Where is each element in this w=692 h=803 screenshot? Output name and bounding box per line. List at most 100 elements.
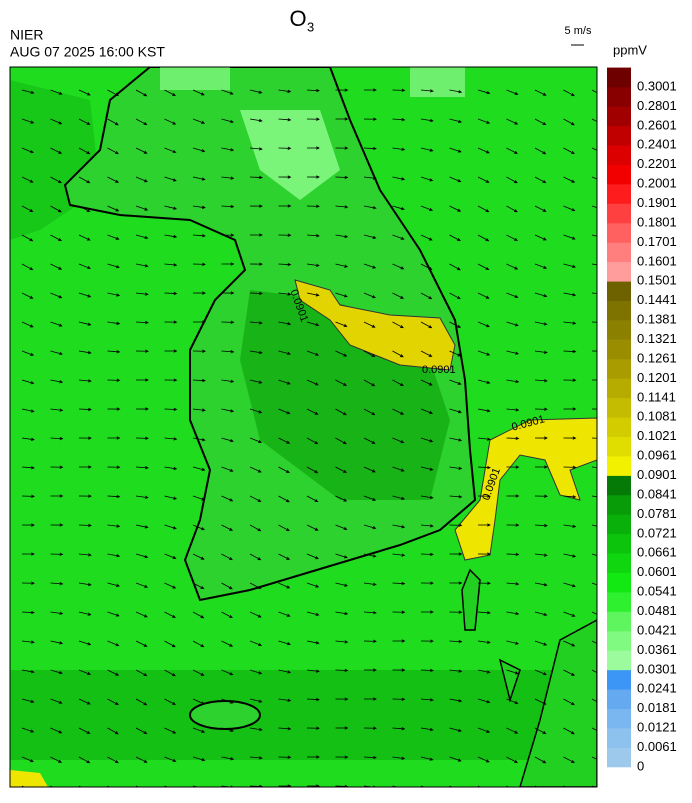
wind-arrow — [221, 408, 235, 413]
wind-arrow — [563, 176, 576, 183]
wind-arrow — [21, 292, 34, 299]
legend-label: 0.0481 — [637, 603, 677, 618]
wind-arrow — [420, 292, 433, 300]
legend-swatch — [607, 495, 631, 515]
legend-label: 0.1261 — [637, 350, 677, 365]
wind-arrow — [534, 669, 547, 676]
wind-arrow — [335, 117, 349, 121]
wind-arrow — [335, 755, 349, 759]
legend-label: 0.0781 — [637, 506, 677, 521]
wind-arrow — [164, 263, 178, 267]
wind-arrow — [363, 176, 377, 180]
legend-swatch — [607, 708, 631, 729]
wind-arrow — [506, 582, 520, 586]
wind-arrow — [278, 175, 292, 179]
wind-arrow — [306, 726, 320, 730]
wind-arrow — [449, 292, 461, 300]
legend-swatch — [607, 339, 631, 360]
wind-arrow — [335, 553, 348, 559]
wind-arrow — [135, 436, 149, 440]
wind-arrow — [506, 147, 519, 154]
wind-arrow — [392, 727, 406, 731]
wind-arrow — [21, 610, 35, 615]
wind-arrow — [78, 205, 91, 212]
wind-arrow — [78, 640, 92, 646]
wind-arrow — [50, 727, 63, 734]
wind-arrow — [506, 176, 518, 184]
wind-arrow — [363, 350, 376, 358]
wind-arrow — [306, 175, 320, 179]
wind-arrow — [164, 291, 178, 296]
wind-arrow — [420, 205, 434, 211]
wind-arrow — [78, 321, 92, 326]
legend-swatch — [607, 184, 631, 204]
wind-arrow — [21, 552, 35, 556]
wind-arrow — [278, 524, 290, 532]
wind-arrow — [449, 495, 463, 499]
wind-arrow — [563, 205, 576, 212]
wind-arrow — [221, 524, 234, 531]
wind-arrow — [449, 639, 463, 644]
wind-arrow — [21, 118, 35, 124]
wind-arrow — [278, 698, 292, 702]
legend-swatch — [607, 669, 631, 690]
legend: 0 0.0061 0.0121 0.0181 0.0241 0.0301 0.0361 0.0… — [607, 67, 677, 773]
wind-arrow — [107, 118, 119, 126]
wind-arrow — [221, 437, 234, 443]
wind-arrow — [192, 437, 206, 442]
wind-arrow — [591, 350, 597, 352]
wind-arrow — [335, 611, 349, 616]
wind-arrow — [363, 292, 376, 299]
wind-arrow — [249, 175, 263, 180]
wind-arrow — [221, 495, 234, 502]
title-subscript: 3 — [307, 19, 314, 34]
wind-arrow — [164, 176, 177, 182]
wind-arrow — [249, 727, 263, 732]
wind-arrow — [477, 581, 491, 585]
wind-arrow — [78, 669, 92, 675]
wind-arrow — [591, 582, 597, 586]
wind-arrow — [591, 466, 597, 468]
wind-arrow — [192, 785, 204, 787]
wind-arrow — [249, 204, 263, 208]
wind-arrow — [449, 669, 463, 673]
legend-swatch — [607, 689, 631, 710]
wind-arrow — [278, 262, 292, 267]
legend-label: 0.0841 — [637, 486, 677, 501]
wind-arrow — [107, 465, 121, 469]
legend-label: 0.2601 — [637, 117, 677, 132]
wind-arrow — [278, 350, 292, 355]
wind-arrow — [50, 321, 63, 327]
legend-label: 0.0661 — [637, 545, 677, 560]
wind-arrow — [477, 408, 491, 413]
datetime: AUG 07 2025 16:00 KST — [10, 44, 165, 60]
wind-arrow — [335, 146, 349, 150]
wind-arrow — [563, 756, 575, 764]
legend-swatch — [607, 533, 631, 554]
wind-arrow — [21, 698, 35, 703]
wind-arrow — [392, 408, 405, 415]
wind-arrow — [335, 640, 349, 644]
wind-arrow — [335, 668, 349, 673]
wind-arrow — [506, 263, 519, 270]
wind-arrow — [449, 147, 462, 153]
wind-arrow — [249, 611, 262, 618]
wind-arrow — [78, 234, 91, 241]
wind-arrow — [135, 118, 148, 126]
wind-arrow — [50, 292, 63, 299]
wind-arrow — [164, 524, 177, 530]
wind-arrow — [420, 118, 434, 123]
wind-arrow — [221, 582, 233, 590]
wind-arrow — [135, 205, 149, 211]
wind-arrow — [335, 697, 349, 701]
wind-arrow — [363, 524, 377, 530]
wind-arrow — [21, 523, 35, 527]
wind-arrow — [78, 292, 92, 298]
wind-arrow — [164, 437, 178, 441]
wind-arrow — [477, 756, 490, 763]
wind-arrow — [278, 204, 292, 208]
wind-arrow — [135, 89, 148, 97]
wind-arrow — [392, 88, 406, 92]
wind-arrow — [363, 234, 377, 239]
wind-arrow — [420, 668, 434, 673]
